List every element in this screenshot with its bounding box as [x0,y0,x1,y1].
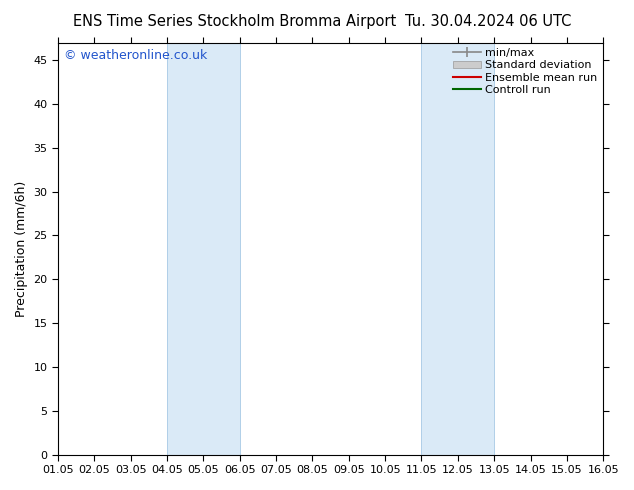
Bar [422,43,494,455]
Y-axis label: Precipitation (mm/6h): Precipitation (mm/6h) [15,180,28,317]
Text: ENS Time Series Stockholm Bromma Airport: ENS Time Series Stockholm Bromma Airport [73,14,396,29]
Text: Tu. 30.04.2024 06 UTC: Tu. 30.04.2024 06 UTC [405,14,571,29]
Bar [167,43,240,455]
Legend: min/max, Standard deviation, Ensemble mean run, Controll run: min/max, Standard deviation, Ensemble me… [450,45,601,98]
Text: © weatheronline.co.uk: © weatheronline.co.uk [63,49,207,62]
